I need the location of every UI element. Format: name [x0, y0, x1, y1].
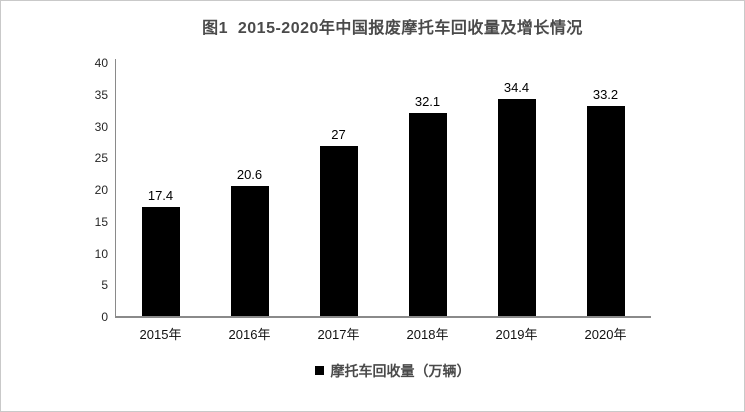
x-axis-line [115, 316, 651, 318]
y-tick-label: 0 [101, 310, 108, 324]
y-tick-label: 30 [94, 119, 108, 134]
bar-2018年 [408, 113, 447, 316]
x-axis-label: 2019年 [495, 327, 538, 342]
y-tick-label: 15 [94, 214, 108, 229]
bar-value-label: 17.4 [147, 187, 174, 203]
bar-value-label: 32.1 [414, 94, 441, 110]
x-axis-label: 2020年 [584, 327, 627, 342]
y-tick-label: 25 [94, 151, 108, 166]
y-tick-label: 40 [94, 56, 108, 70]
bar-value-label: 33.2 [592, 87, 619, 103]
bar-2019年 [497, 98, 536, 316]
legend-label: 摩托车回收量（万辆） [330, 363, 471, 379]
chart-title: 图1 2015-2020年中国报废摩托车回收量及增长情况 [202, 20, 583, 37]
y-axis-line [115, 59, 116, 317]
legend: 摩托车回收量（万辆） [41, 361, 744, 381]
legend-marker-square [314, 365, 324, 375]
x-axis-label: 2017年 [317, 327, 360, 342]
bar-2015年 [141, 206, 180, 316]
y-tick-label: 10 [94, 246, 108, 261]
x-axis-label: 2016年 [228, 327, 271, 342]
bar-2016年 [230, 186, 269, 316]
x-axis-label: 2015年 [139, 327, 182, 342]
bar-value-label: 27 [331, 126, 346, 142]
bar-2020年 [586, 106, 625, 316]
y-tick-label: 5 [101, 278, 108, 293]
x-axis-label: 2018年 [406, 327, 449, 342]
bar-2017年 [319, 145, 358, 316]
y-tick-label: 35 [94, 87, 108, 102]
y-tick-label: 20 [94, 183, 108, 197]
bar-value-label: 20.6 [236, 167, 263, 183]
bar-value-label: 34.4 [503, 79, 530, 95]
